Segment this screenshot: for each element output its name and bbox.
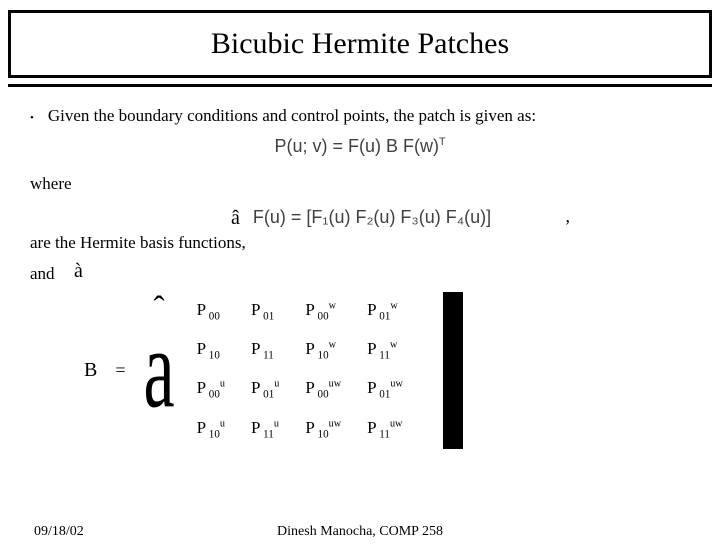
matrix-cell: P 00w <box>301 292 363 331</box>
matrix-label: B <box>70 357 97 384</box>
svg-text:â: â <box>231 207 240 229</box>
matrix-cell: P 10u <box>193 410 247 449</box>
main-equation: P(u; v) = F(u) B F(w)T <box>30 134 690 159</box>
matrix-cell: P 10w <box>301 331 363 370</box>
footer-attribution: Dinesh Manocha, COMP 258 <box>277 524 443 540</box>
table-row: P 00P 01P 00wP 01w <box>193 292 425 331</box>
fu-equation-row: â F(u) = [F₁(u) F₂(u) F₃(u) F₄(u)] , <box>30 204 690 230</box>
matrix-cell: P 00 <box>193 292 247 331</box>
glyph-left-icon: â <box>229 204 253 230</box>
basis-text: are the Hermite basis functions, <box>30 232 690 255</box>
footer-date: 09/18/02 <box>34 524 84 540</box>
and-label: and à <box>30 257 690 286</box>
footer: 09/18/02 Dinesh Manocha, COMP 258 <box>0 524 720 540</box>
matrix-cell: P 00uw <box>301 370 363 409</box>
table-row: P 10uP 11uP 10uwP 11uw <box>193 410 425 449</box>
equation-text: P(u; v) = F(u) B F(w)T <box>274 134 445 158</box>
matrix-cell: P 11 <box>247 331 301 370</box>
matrix-cell: P 10 <box>193 331 247 370</box>
content-area: • Given the boundary conditions and cont… <box>0 87 720 449</box>
bullet-text: Given the boundary conditions and contro… <box>48 105 536 128</box>
glyph-and-icon: à <box>72 257 96 283</box>
matrix-cell: P 11uw <box>363 410 425 449</box>
trailing-comma: , <box>566 204 571 228</box>
table-row: P 10P 11P 10wP 11w <box>193 331 425 370</box>
equals-sign: = <box>115 358 125 382</box>
matrix-cell: P 01 <box>247 292 301 331</box>
matrix-table: P 00P 01P 00wP 01wP 10P 11P 10wP 11wP 00… <box>193 292 425 449</box>
matrix-cell: P 10uw <box>301 410 363 449</box>
matrix-cell: P 11u <box>247 410 301 449</box>
matrix-cell: P 11w <box>363 331 425 370</box>
matrix-area: B = ˆa P 00P 01P 00wP 01wP 10P 11P 10wP … <box>70 292 690 449</box>
matrix-cell: P 00u <box>193 370 247 409</box>
slide-title: Bicubic Hermite Patches <box>11 27 709 61</box>
bullet-dot-icon: • <box>30 105 34 126</box>
matrix-cell: P 01u <box>247 370 301 409</box>
matrix-cell: P 01uw <box>363 370 425 409</box>
title-box: Bicubic Hermite Patches <box>8 10 712 78</box>
table-row: P 00uP 01uP 00uwP 01uw <box>193 370 425 409</box>
matrix-cell: P 01w <box>363 292 425 331</box>
left-bracket-glyph-icon: ˆa <box>144 320 175 421</box>
hat-icon: ˆ <box>153 294 164 323</box>
bullet-row: • Given the boundary conditions and cont… <box>30 105 690 128</box>
fu-equation-text: F(u) = [F₁(u) F₂(u) F₃(u) F₄(u)] <box>253 205 491 229</box>
right-bracket-bar-icon <box>443 292 463 449</box>
where-label: where <box>30 173 690 196</box>
svg-text:à: à <box>74 260 83 282</box>
